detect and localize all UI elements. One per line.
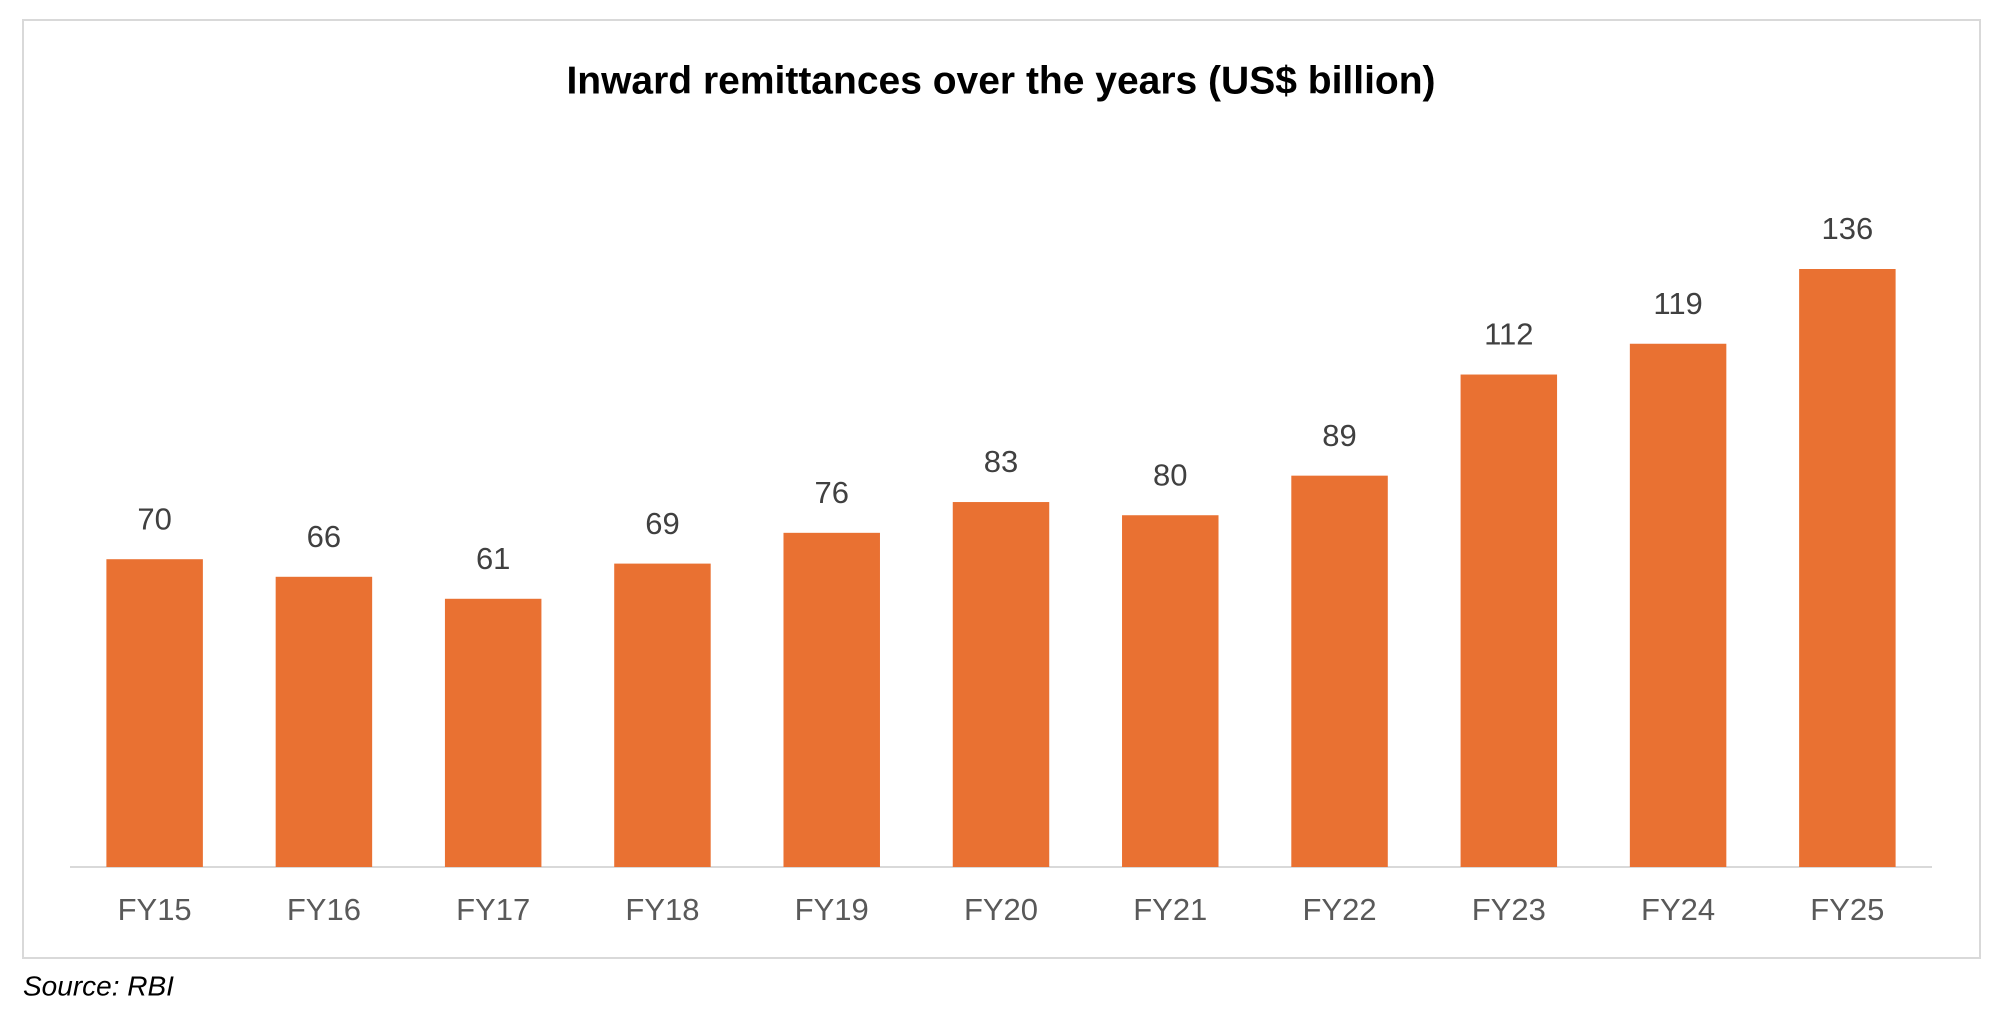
x-tick-label: FY24 (1641, 892, 1715, 927)
x-tick-label: FY20 (964, 892, 1038, 927)
value-label: 112 (1484, 317, 1533, 352)
x-tick-label: FY16 (287, 892, 361, 927)
bar (614, 563, 711, 867)
chart-title: Inward remittances over the years (US$ b… (566, 59, 1435, 102)
value-label: 80 (1153, 457, 1187, 492)
bar (444, 598, 542, 867)
value-label: 89 (1322, 418, 1356, 453)
bar (1291, 475, 1388, 867)
bar (1799, 269, 1896, 867)
bar (1460, 374, 1558, 867)
source: Source: RBI (23, 970, 174, 1001)
bar (275, 576, 373, 867)
bar (1629, 343, 1727, 867)
value-label: 69 (645, 506, 679, 541)
bar (106, 559, 203, 867)
x-tick-label: FY18 (625, 892, 699, 927)
value-label: 83 (984, 444, 1018, 479)
x-tick-label: FY23 (1472, 892, 1546, 927)
value-label: 119 (1653, 286, 1702, 321)
x-tick-label: FY15 (118, 892, 192, 927)
bar (1122, 515, 1219, 867)
x-tick-label: FY17 (456, 892, 530, 927)
bar (783, 532, 880, 867)
x-tick-label: FY21 (1133, 892, 1207, 927)
value-label: 70 (137, 501, 171, 536)
value-label: 76 (814, 475, 848, 510)
value-label: 61 (476, 541, 510, 576)
x-tick-label: FY25 (1810, 892, 1884, 927)
bar (952, 502, 1050, 867)
x-tick-label: FY19 (795, 892, 869, 927)
x-tick-label: FY22 (1302, 892, 1376, 927)
value-label: 136 (1821, 211, 1873, 246)
value-label: 66 (307, 519, 341, 554)
